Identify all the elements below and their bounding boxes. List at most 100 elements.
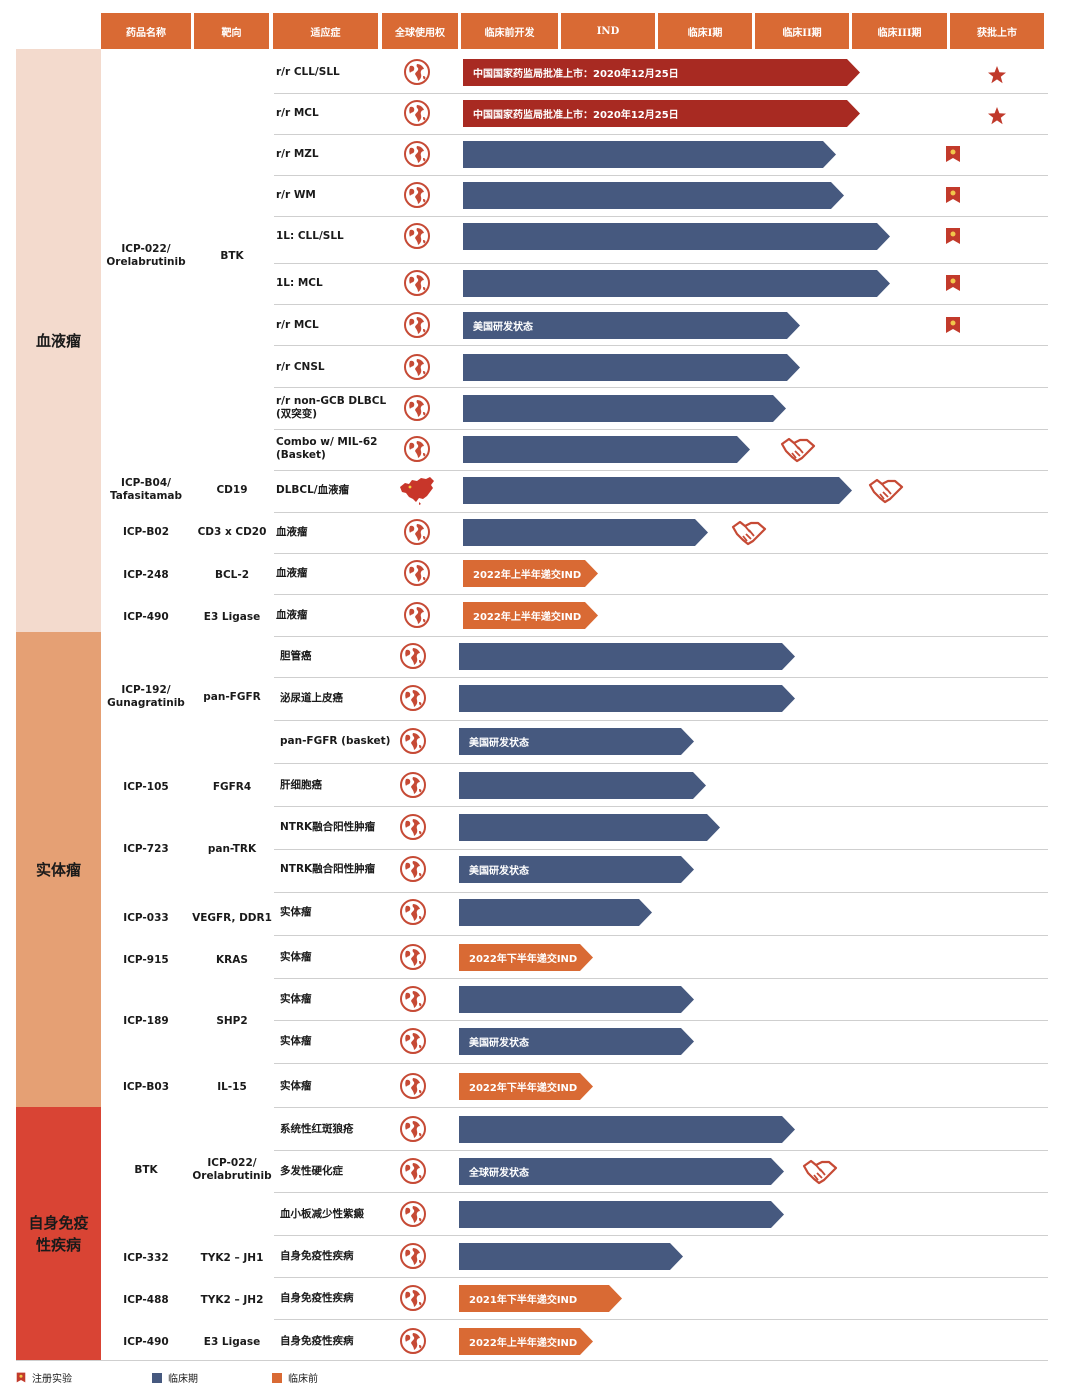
bar-arrow-shape xyxy=(463,436,750,463)
registration-flag-icon xyxy=(946,146,960,162)
legend-label: 注册实验 xyxy=(32,1374,72,1385)
bar-arrow-shape xyxy=(459,1158,784,1185)
drug-target: IL-15 xyxy=(217,1080,247,1093)
legend-swatch xyxy=(272,1372,282,1383)
indication-label: 1L: CLL/SLL xyxy=(276,229,344,242)
globe-icon xyxy=(404,560,430,586)
indication-label: Combo w/ MIL-62 (Basket) xyxy=(276,436,378,461)
bar-label: 2021年下半年递交IND xyxy=(469,1295,578,1306)
pipeline-bar xyxy=(459,1243,683,1270)
pipeline-bar xyxy=(463,477,852,504)
drug-target: KRAS xyxy=(216,953,248,966)
drug-target: BCL-2 xyxy=(214,568,250,581)
bar-label: 2022年上半年递交IND xyxy=(473,570,582,581)
indication-label: 血液瘤 xyxy=(276,525,308,538)
indication-label: r/r non-GCB DLBCL (双突变) xyxy=(276,395,387,420)
bar-arrow-shape xyxy=(463,354,800,381)
pipeline-bar: 2021年下半年递交IND xyxy=(459,1285,622,1312)
drug-target: VEGFR, DDR1 xyxy=(192,911,272,924)
row-separator xyxy=(274,175,1048,176)
drug-name: ICP-189 xyxy=(123,1014,169,1027)
indication-label: 多发性硬化症 xyxy=(280,1164,343,1177)
pipeline-bar xyxy=(463,141,836,168)
bar-arrow-shape xyxy=(463,182,844,209)
row-separator xyxy=(274,216,1048,217)
indication-label: r/r MZL xyxy=(276,147,319,160)
pipeline-bar xyxy=(459,814,720,841)
category-2: 自身免疫 性疾病 xyxy=(16,1107,101,1360)
bar-label: 美国研发状态 xyxy=(469,866,529,877)
row-separator xyxy=(274,1020,1048,1021)
header-5: IND xyxy=(561,13,655,49)
indication-label: 实体瘤 xyxy=(280,905,312,918)
row-separator xyxy=(274,1277,1048,1278)
drug-name: ICP-723 xyxy=(123,842,169,855)
globe-icon xyxy=(400,944,426,970)
row-separator xyxy=(274,429,1048,430)
row-separator xyxy=(274,892,1048,893)
row-separator xyxy=(274,512,1048,513)
globe-icon xyxy=(400,1116,426,1142)
indication-label: 自身免疫性疾病 xyxy=(280,1249,354,1262)
category-0: 血液瘤 xyxy=(16,49,101,632)
pipeline-bar: 全球研发状态 xyxy=(459,1158,784,1185)
row-separator xyxy=(274,677,1048,678)
handshake-icon xyxy=(731,520,767,546)
row-separator xyxy=(274,763,1048,764)
globe-icon xyxy=(404,395,430,421)
header-6: 临床I期 xyxy=(658,13,752,49)
pipeline-bar: 美国研发状态 xyxy=(459,728,694,755)
registration-flag-icon xyxy=(946,187,960,203)
indication-label: r/r CLL/SLL xyxy=(276,65,340,78)
pipeline-bar: 2022年上半年递交IND xyxy=(459,1328,593,1355)
bar-label: 2022年下半年递交IND xyxy=(469,1083,578,1094)
bar-arrow-shape xyxy=(463,477,852,504)
row-separator xyxy=(274,849,1048,850)
pipeline-bar xyxy=(463,436,750,463)
legend-item: 临床期 xyxy=(152,1370,198,1385)
bar-arrow-shape xyxy=(459,986,694,1013)
bar-label: 中国国家药监局批准上市：2020年12月25日 xyxy=(473,69,679,80)
bar-arrow-shape xyxy=(463,602,598,629)
globe-icon xyxy=(400,1158,426,1184)
drug-target: TYK2 – JH2 xyxy=(200,1293,264,1306)
globe-icon xyxy=(400,986,426,1012)
indication-label: pan-FGFR (basket) xyxy=(280,734,391,747)
header-8: 临床III期 xyxy=(852,13,947,49)
globe-icon xyxy=(400,1285,426,1311)
drug-target: CD19 xyxy=(216,483,248,496)
handshake-icon xyxy=(780,437,816,463)
drug-target: SHP2 xyxy=(216,1014,248,1027)
registration-flag-icon xyxy=(946,228,960,244)
bar-arrow-shape xyxy=(459,944,593,971)
drug-name: ICP-B02 xyxy=(122,525,170,538)
header-1: 靶向 xyxy=(194,13,269,49)
drug-target: TYK2 – JH1 xyxy=(200,1251,264,1264)
pipeline-bar xyxy=(463,223,890,250)
globe-icon xyxy=(404,141,430,167)
drug-name: ICP-915 xyxy=(123,953,169,966)
bar-label: 美国研发状态 xyxy=(473,322,533,333)
drug-target: CD3 x CD20 xyxy=(197,525,267,538)
drug-name: ICP-192/Gunagratinib xyxy=(107,684,185,709)
pipeline-bar xyxy=(463,182,844,209)
bar-arrow-shape xyxy=(459,814,720,841)
bar-arrow-shape xyxy=(459,685,795,712)
bar-arrow-shape xyxy=(459,772,706,799)
drug-target: BTK xyxy=(220,249,244,262)
bar-arrow-shape xyxy=(459,899,652,926)
bar-arrow-shape xyxy=(463,560,598,587)
indication-label: 胆管癌 xyxy=(280,649,312,662)
pipeline-bar: 中国国家药监局批准上市：2020年12月25日 xyxy=(463,100,860,127)
row-separator xyxy=(274,470,1048,471)
indication-label: 自身免疫性疾病 xyxy=(280,1291,354,1304)
bar-label: 2022年上半年递交IND xyxy=(473,612,582,623)
indication-label: 实体瘤 xyxy=(280,950,312,963)
row-separator xyxy=(274,1107,1048,1108)
indication-label: 实体瘤 xyxy=(280,1034,312,1047)
legend-item: 注册实验 xyxy=(16,1370,72,1385)
globe-icon xyxy=(400,899,426,925)
row-separator xyxy=(274,1063,1048,1064)
row-separator xyxy=(274,553,1048,554)
row-separator xyxy=(274,978,1048,979)
